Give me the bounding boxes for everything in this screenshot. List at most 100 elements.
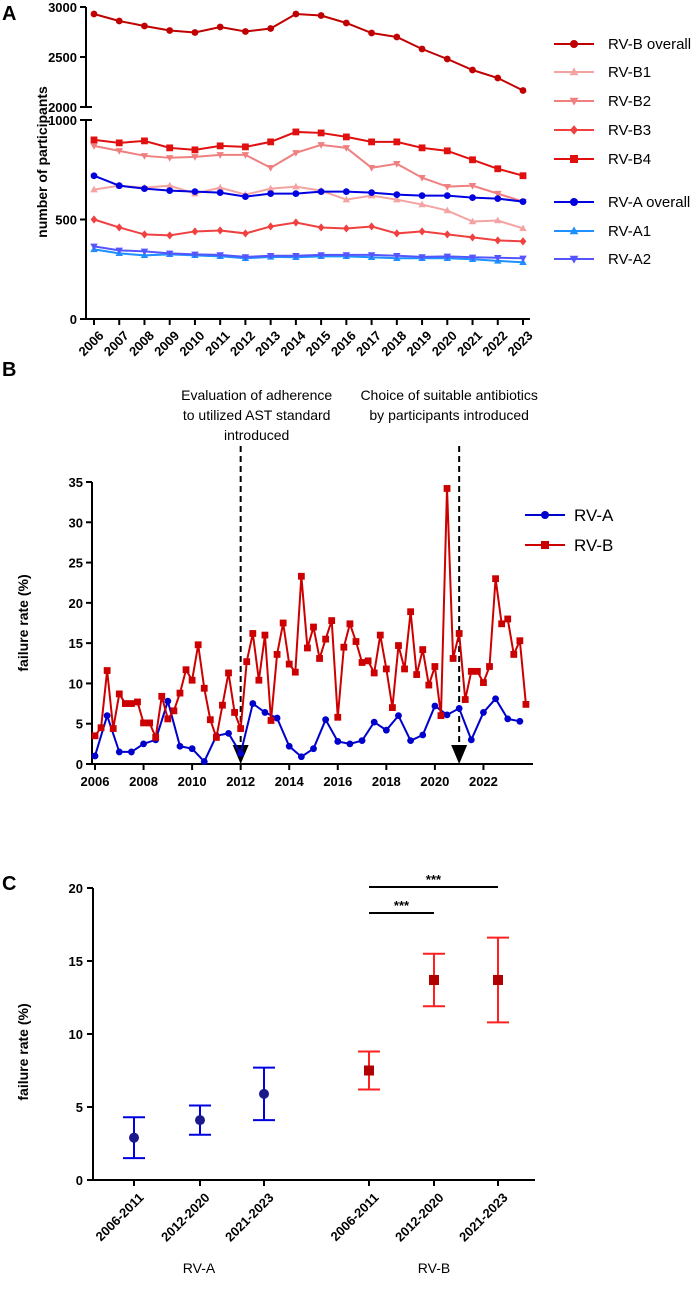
data-point-rv-a [91, 752, 99, 760]
panel-a-axes [80, 7, 530, 320]
data-point-rv-b [176, 689, 184, 697]
data-point-rv-b [249, 630, 257, 637]
data-point-rv-a [195, 1115, 205, 1126]
data-point-rv-b3 [166, 231, 174, 240]
data-point-rv-a [297, 753, 305, 761]
panel-c-x-tick-label: 2021-2023 [222, 1190, 277, 1245]
data-point-rv-b [188, 676, 196, 684]
data-point-rv-b [243, 658, 251, 666]
panel-a-legend: RV-B overall RV-B1 RV-B2 RV-B3 RV-B4 RV-A ove… [554, 36, 691, 268]
data-point-rv-b4 [141, 137, 148, 145]
data-point-rv-a-overall [216, 189, 224, 197]
data-point-rv-a2 [115, 247, 123, 255]
panel-a-y-axis-title: number of participants [34, 86, 50, 238]
data-point-rv-b [504, 615, 512, 623]
legend-label-rv-b3: RV-B3 [608, 122, 651, 139]
data-point-rv-a [455, 705, 463, 712]
data-point-rv-b [334, 713, 342, 721]
data-point-rv-a [334, 738, 342, 745]
data-point-rv-a [164, 697, 172, 705]
panel-b-legend: RV-A RV-B [525, 506, 614, 555]
legend-marker-rv-b-overall [570, 40, 578, 48]
data-point-rv-b3 [90, 215, 98, 224]
panel-c-x-tick-label: 2006-2011 [327, 1190, 381, 1244]
data-point-rv-b-overall [494, 74, 502, 82]
data-point-rv-b [346, 620, 354, 628]
data-point-rv-a [176, 742, 184, 750]
panel-c-y-ticks: 0 5 10 15 20 [69, 881, 93, 1188]
data-point-rv-b3 [242, 229, 249, 238]
data-point-rv-a [395, 712, 402, 720]
panel-a-x-tick-label: 2014 [277, 327, 309, 359]
data-point-rv-b [158, 692, 166, 700]
legend-label-rv-b1: RV-B1 [608, 64, 651, 81]
panel-a-x-tick-label: 2017 [353, 328, 384, 359]
panel-b-x-tick-label: 2010 [178, 774, 207, 789]
data-point-rv-b [364, 1065, 374, 1076]
data-point-rv-b [492, 575, 499, 583]
data-point-rv-a-overall [90, 172, 98, 180]
data-point-rv-b [316, 655, 323, 662]
legend-label-rv-a-overall: RV-A overall [608, 194, 690, 211]
panel-b-x-tick-label: 2008 [129, 774, 158, 789]
data-point-rv-b [364, 657, 372, 665]
annotation-arrow-icon [451, 745, 468, 764]
data-point-rv-a-overall [141, 185, 148, 193]
data-point-rv-a2 [90, 243, 98, 251]
data-point-rv-b [376, 631, 384, 639]
data-point-rv-b4 [191, 146, 199, 154]
panel-c-x-tick-label: 2021-2023 [456, 1190, 511, 1245]
data-point-rv-b2 [292, 150, 300, 157]
panel-a-x-ticks: 2006200720082009201020112012201320142015… [75, 319, 536, 359]
legend-label-rv-a2: RV-A2 [608, 251, 651, 268]
data-point-rv-b3 [115, 223, 123, 232]
panel-a-x-tick-label: 2021 [454, 328, 485, 359]
data-point-rv-b [225, 669, 232, 677]
legend-marker-rv-a2 [569, 255, 579, 264]
data-point-rv-b [219, 701, 226, 709]
series-line-rv-a-overall [93, 174, 524, 203]
panel-a-x-tick-label: 2007 [101, 328, 132, 359]
data-point-rv-b2 [342, 145, 351, 152]
data-point-rv-a [259, 1088, 269, 1099]
panel-c-significance: *** *** [369, 872, 498, 914]
data-point-rv-a [419, 731, 427, 739]
data-point-rv-b [255, 676, 263, 684]
data-point-rv-a2 [317, 252, 325, 259]
data-point-rv-b [510, 651, 518, 658]
significance-label: *** [394, 898, 410, 913]
panel-b-y-axis-title: failure rate (%) [15, 574, 31, 671]
legend-label-rv-a1: RV-A1 [608, 223, 651, 240]
legend-marker-rv-a1 [569, 226, 579, 235]
data-point-rv-b-overall [90, 10, 98, 18]
data-point-rv-a [249, 700, 257, 707]
annotation-text-line: to utilized AST standard [183, 407, 331, 423]
data-point-rv-a-overall [342, 188, 350, 196]
data-point-rv-b2 [140, 153, 149, 160]
panel-c-x-tick-label: 2012-2020 [158, 1190, 213, 1245]
data-point-rv-b [109, 725, 117, 732]
data-point-rv-b4 [342, 133, 350, 141]
data-point-rv-b [164, 715, 172, 723]
data-point-rv-b2 [216, 152, 224, 159]
data-point-rv-b [322, 635, 330, 643]
data-point-rv-b [103, 667, 111, 674]
panel-b-x-tick-label: 2012 [226, 774, 255, 789]
data-point-rv-b4 [393, 138, 401, 146]
data-point-rv-b3 [317, 223, 325, 232]
data-point-rv-b-overall [292, 10, 300, 18]
data-point-rv-b-overall [115, 17, 123, 25]
data-point-rv-b1 [266, 184, 275, 192]
data-point-rv-b [297, 572, 305, 580]
panel-b-y-tick-label: 0 [76, 757, 83, 772]
data-point-rv-b2 [494, 190, 502, 198]
data-point-rv-b [152, 734, 160, 741]
data-point-rv-a [431, 702, 439, 710]
data-point-rv-b [443, 485, 451, 492]
data-point-rv-a [382, 726, 390, 734]
panel-b-y-tick-label: 20 [69, 596, 83, 611]
data-point-rv-b [358, 659, 366, 666]
data-point-rv-a-overall [292, 190, 300, 198]
data-point-rv-b [97, 724, 105, 732]
data-point-rv-b4 [443, 147, 451, 155]
